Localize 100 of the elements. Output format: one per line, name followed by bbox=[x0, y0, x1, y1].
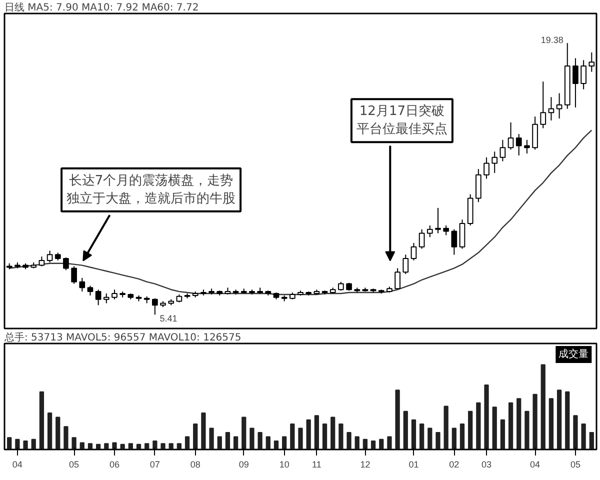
bar bbox=[56, 416, 60, 450]
bar bbox=[492, 406, 497, 450]
candlestick bbox=[548, 96, 554, 121]
annotation: 5.41 bbox=[160, 314, 178, 324]
bar bbox=[31, 438, 36, 450]
x-tick-label: 04 bbox=[12, 460, 22, 470]
bar bbox=[548, 398, 554, 450]
bar bbox=[524, 410, 530, 450]
bar bbox=[395, 390, 400, 450]
bar bbox=[242, 416, 246, 450]
bar bbox=[15, 438, 20, 450]
candlestick bbox=[435, 207, 441, 234]
bar bbox=[112, 442, 117, 450]
annotation: 长达7个月的震荡横盘，走势独立于大盘，造就后市的牛股 bbox=[66, 173, 236, 206]
bar bbox=[581, 424, 586, 450]
candlestick bbox=[500, 139, 506, 162]
bar bbox=[128, 443, 133, 450]
bar bbox=[540, 364, 546, 450]
bar bbox=[419, 424, 424, 450]
bar bbox=[160, 443, 166, 450]
bar bbox=[565, 391, 570, 450]
candlestick bbox=[484, 156, 490, 180]
x-tick-label: 04 bbox=[530, 460, 540, 470]
bar bbox=[428, 428, 432, 450]
bar bbox=[532, 394, 538, 450]
candlestick bbox=[38, 256, 45, 267]
x-tick-label: 11 bbox=[312, 460, 322, 470]
x-tick-label: 01 bbox=[408, 460, 419, 470]
candlestick bbox=[418, 228, 425, 250]
candlestick bbox=[71, 266, 77, 284]
bar bbox=[250, 428, 254, 450]
bar bbox=[7, 437, 12, 450]
x-tick-label: 07 bbox=[150, 460, 160, 470]
bar bbox=[168, 443, 174, 450]
bar bbox=[72, 437, 76, 450]
candlestick bbox=[516, 134, 522, 156]
bar bbox=[556, 390, 562, 450]
candlestick bbox=[152, 298, 158, 316]
candlestick bbox=[540, 81, 546, 129]
x-tick-label: 05 bbox=[570, 460, 580, 470]
bar bbox=[96, 444, 101, 450]
candlestick bbox=[112, 289, 118, 300]
bar bbox=[460, 424, 465, 450]
candlestick bbox=[426, 224, 433, 238]
bar bbox=[298, 428, 303, 450]
annotation: 12月17日突破平台位最佳买点 bbox=[356, 104, 448, 138]
bar bbox=[193, 424, 198, 450]
bar bbox=[80, 442, 84, 450]
x-tick-label: 09 bbox=[238, 460, 249, 470]
candlestick bbox=[394, 268, 400, 290]
bar bbox=[354, 436, 360, 450]
candlestick bbox=[475, 168, 482, 203]
bar bbox=[370, 440, 376, 450]
candlestick bbox=[524, 139, 530, 154]
bar bbox=[184, 436, 190, 450]
candlestick bbox=[87, 285, 94, 296]
bar bbox=[88, 443, 93, 450]
bar bbox=[152, 440, 158, 450]
bar bbox=[589, 432, 594, 450]
bar bbox=[330, 416, 336, 450]
x-tick-label: 10 bbox=[279, 460, 290, 470]
bar bbox=[379, 438, 384, 450]
chart-title: 日线 MA5: 7.90 MA10: 7.92 MA60: 7.72 bbox=[4, 2, 199, 14]
bar bbox=[136, 444, 142, 450]
candlestick bbox=[556, 92, 562, 119]
candlestick bbox=[580, 60, 586, 90]
bar bbox=[266, 436, 270, 450]
bar bbox=[338, 424, 344, 450]
x-tick-label: 12 bbox=[360, 460, 370, 470]
bar bbox=[516, 398, 522, 450]
candlestick bbox=[79, 277, 86, 292]
bar bbox=[314, 415, 319, 450]
candlestick bbox=[492, 151, 498, 174]
candlestick bbox=[402, 254, 409, 275]
bar bbox=[411, 419, 416, 450]
candlestick bbox=[508, 122, 514, 150]
candlestick bbox=[532, 116, 538, 150]
x-tick-label: 06 bbox=[109, 460, 120, 470]
bar bbox=[387, 436, 392, 450]
bar bbox=[436, 432, 440, 450]
bar bbox=[217, 436, 222, 450]
x-tick-label: 05 bbox=[69, 460, 80, 470]
bar bbox=[201, 412, 206, 450]
candlestick bbox=[459, 219, 466, 250]
bar bbox=[104, 443, 109, 450]
bar bbox=[258, 432, 262, 450]
bar bbox=[468, 410, 473, 450]
bar bbox=[362, 438, 368, 450]
bar bbox=[403, 410, 408, 450]
bar bbox=[274, 440, 279, 450]
bar bbox=[47, 412, 52, 450]
bar bbox=[144, 443, 150, 450]
bar bbox=[573, 415, 578, 450]
bar bbox=[508, 402, 514, 450]
bar bbox=[500, 419, 506, 450]
bar bbox=[39, 391, 44, 450]
bar bbox=[23, 440, 28, 450]
bar bbox=[290, 424, 295, 450]
candlestick bbox=[410, 242, 417, 261]
candlestick bbox=[572, 58, 578, 108]
